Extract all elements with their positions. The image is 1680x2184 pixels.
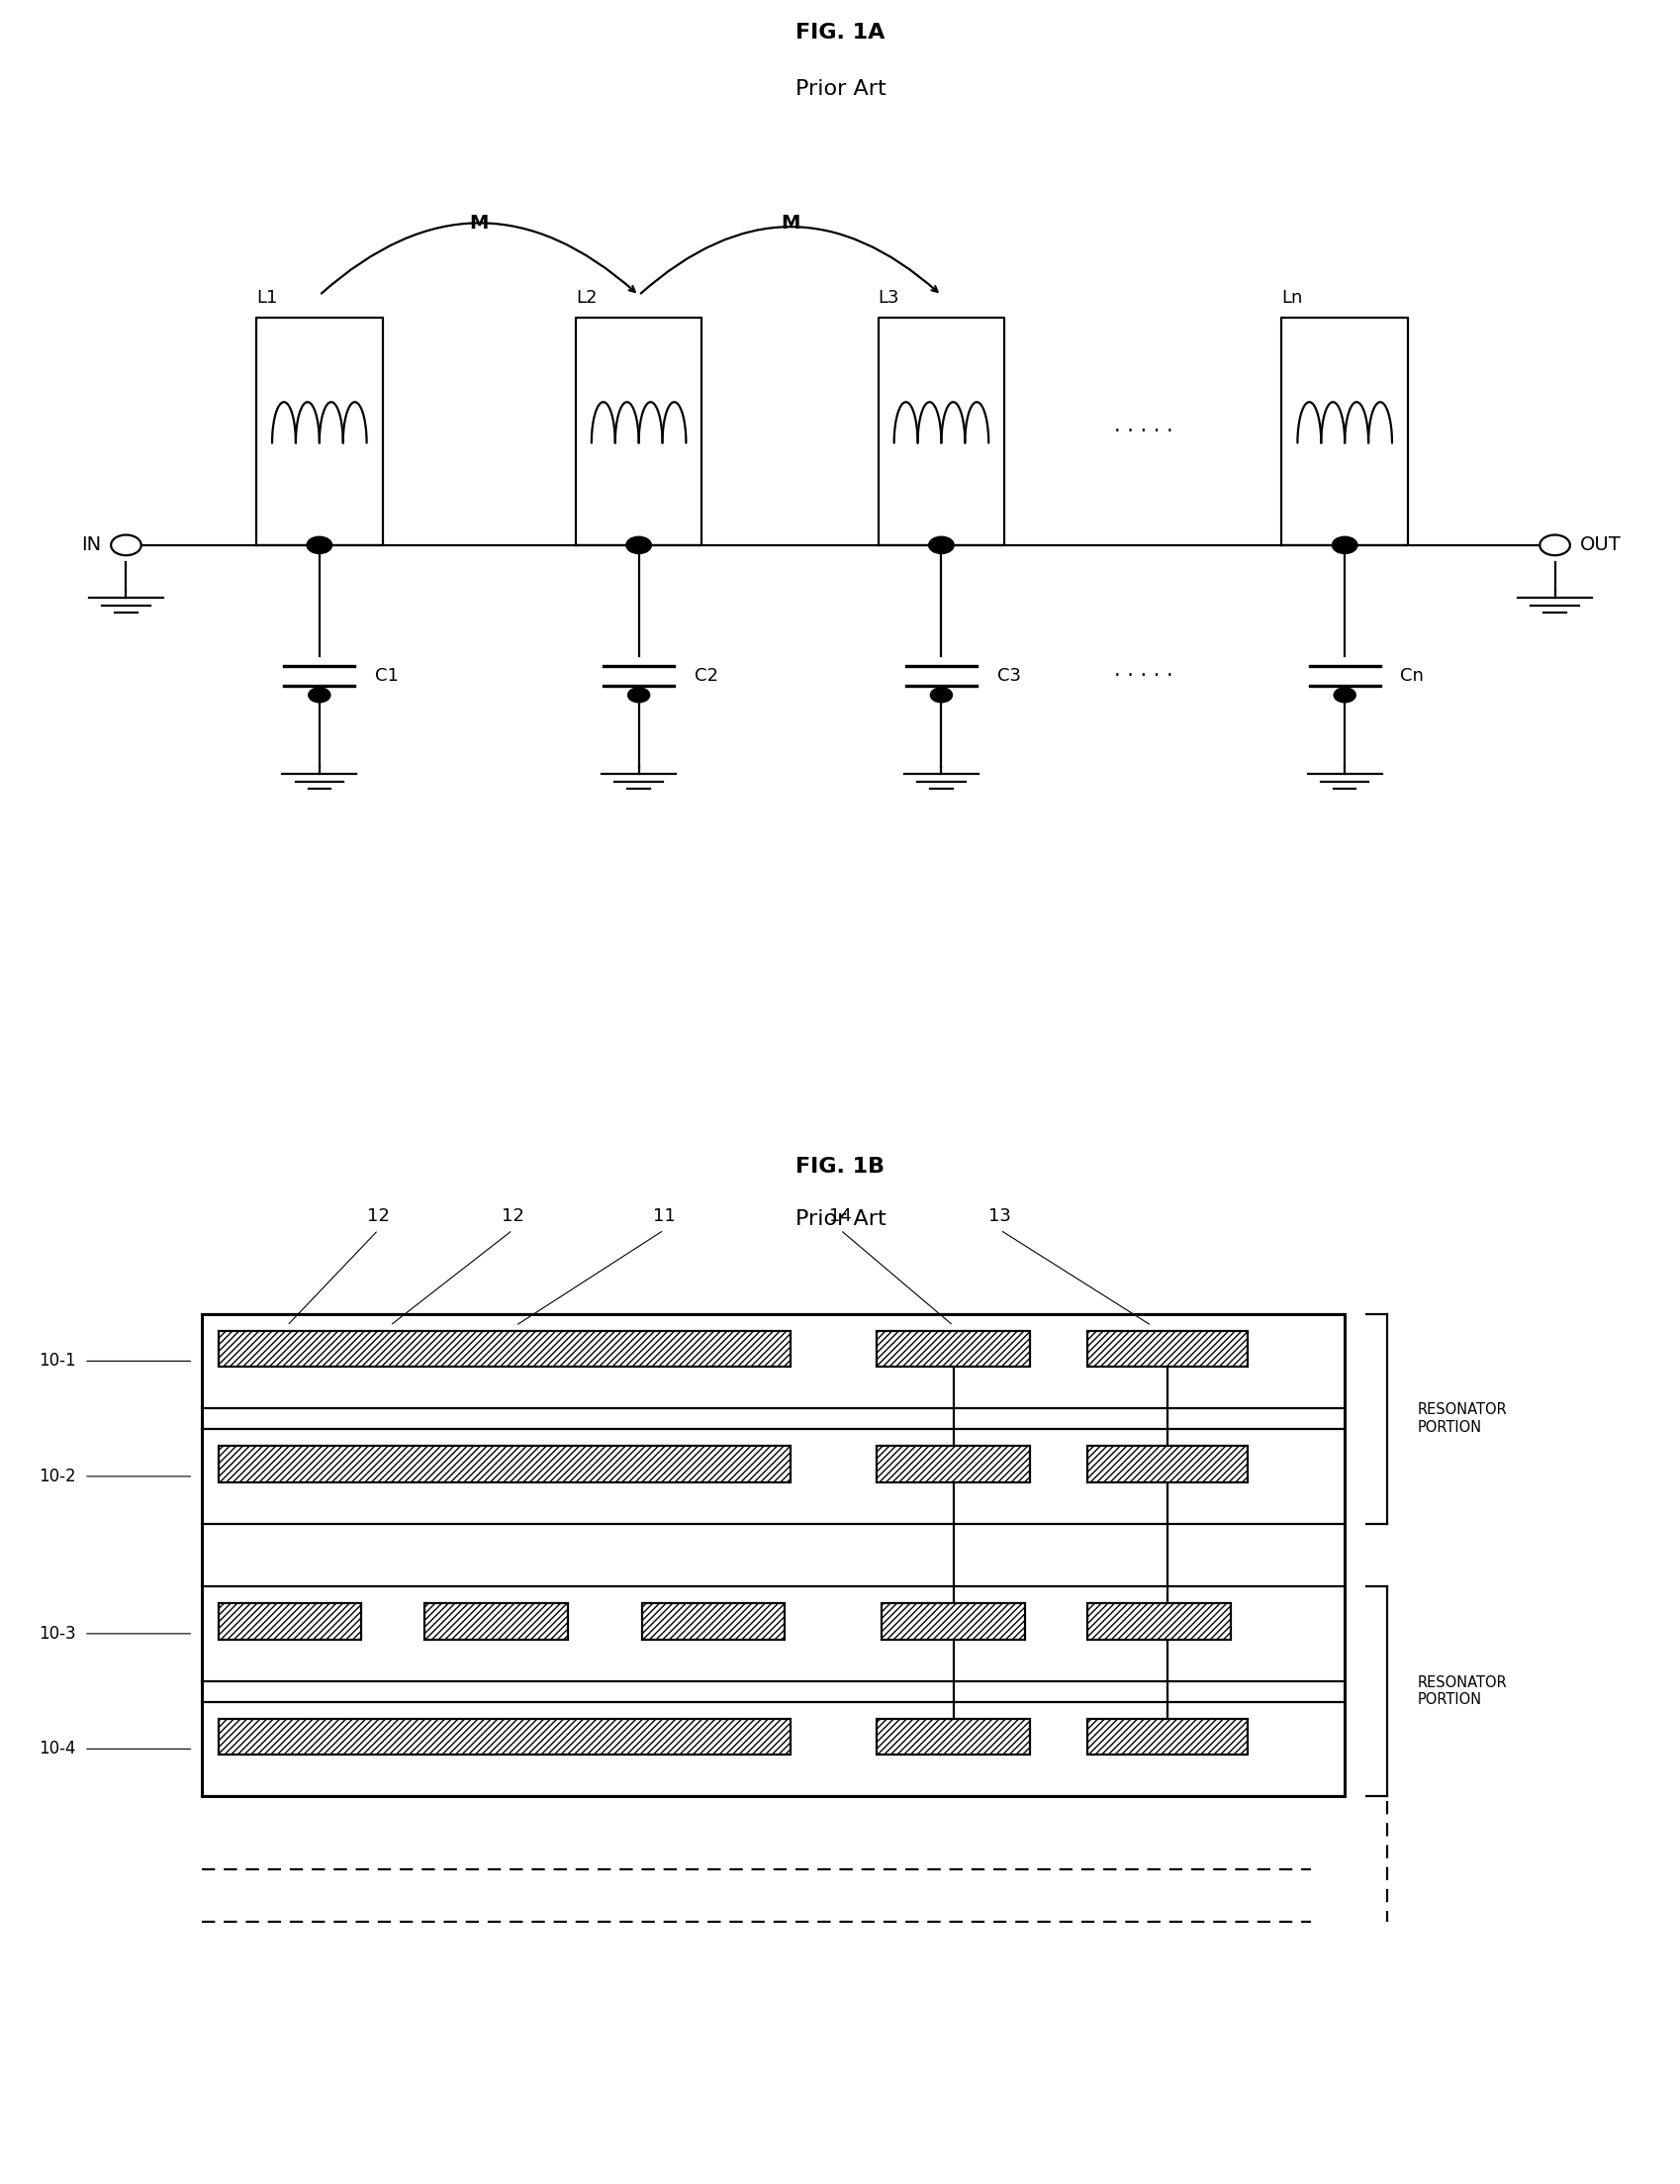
Bar	[1087, 1603, 1230, 1640]
Text: 13: 13	[988, 1208, 1011, 1225]
Circle shape	[309, 688, 329, 703]
Bar	[875, 1446, 1030, 1483]
Bar	[218, 1446, 790, 1483]
Bar	[1087, 1719, 1247, 1754]
Circle shape	[306, 537, 333, 553]
Bar	[218, 1603, 361, 1640]
Text: · · · · ·: · · · · ·	[1112, 666, 1173, 686]
Bar	[875, 1330, 1030, 1367]
Text: OUT: OUT	[1579, 535, 1621, 555]
Circle shape	[628, 688, 648, 703]
Text: RESONATOR
PORTION: RESONATOR PORTION	[1416, 1402, 1505, 1435]
Text: C1: C1	[375, 666, 398, 684]
Text: Prior Art: Prior Art	[795, 1210, 885, 1230]
Circle shape	[929, 537, 954, 553]
Text: L1: L1	[255, 288, 277, 306]
Text: 10-3: 10-3	[39, 1625, 76, 1642]
Text: Prior Art: Prior Art	[795, 79, 885, 98]
Bar	[1087, 1446, 1247, 1483]
Text: M: M	[780, 214, 800, 234]
Text: L2: L2	[575, 288, 596, 306]
Text: 10-1: 10-1	[39, 1352, 76, 1369]
Text: · · · · ·: · · · · ·	[1112, 422, 1173, 441]
Circle shape	[1334, 688, 1354, 703]
Text: Cn: Cn	[1399, 666, 1423, 684]
Bar	[218, 1719, 790, 1754]
Text: Ln: Ln	[1282, 288, 1302, 306]
Bar	[1087, 1330, 1247, 1367]
Text: 12: 12	[501, 1208, 524, 1225]
Text: M: M	[469, 214, 489, 234]
Text: FIG. 1B: FIG. 1B	[795, 1158, 885, 1177]
Text: 10-4: 10-4	[39, 1741, 76, 1758]
Circle shape	[931, 688, 951, 703]
Bar	[218, 1330, 790, 1367]
Circle shape	[625, 537, 650, 553]
Text: L3: L3	[879, 288, 899, 306]
Bar	[875, 1719, 1030, 1754]
Bar	[882, 1603, 1025, 1640]
Text: 10-2: 10-2	[39, 1468, 76, 1485]
Bar	[642, 1603, 785, 1640]
Text: 12: 12	[366, 1208, 390, 1225]
Text: RESONATOR
PORTION: RESONATOR PORTION	[1416, 1675, 1505, 1708]
Text: 14: 14	[828, 1208, 852, 1225]
Circle shape	[1331, 537, 1357, 553]
Text: C3: C3	[996, 666, 1020, 684]
Text: IN: IN	[81, 535, 101, 555]
Text: C2: C2	[694, 666, 717, 684]
Text: 11: 11	[652, 1208, 675, 1225]
Text: FIG. 1A: FIG. 1A	[795, 22, 885, 41]
Bar	[425, 1603, 568, 1640]
